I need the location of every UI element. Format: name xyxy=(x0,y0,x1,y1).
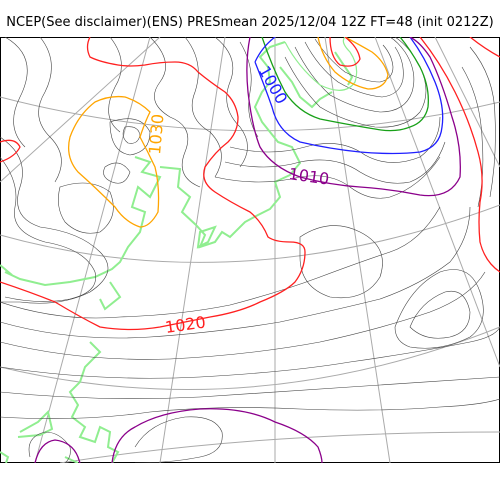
latitude-line xyxy=(0,326,500,390)
isobar-1020 xyxy=(0,37,306,331)
isobar-1020-east xyxy=(419,37,500,273)
longitude-line xyxy=(434,37,500,168)
latitude-line xyxy=(0,96,500,132)
isobar-1010-southwest xyxy=(34,439,81,463)
isobar-1030-north xyxy=(317,37,389,90)
longitude-line xyxy=(34,37,151,463)
isobar-1000 xyxy=(254,37,444,155)
isobar-1020-north xyxy=(329,37,361,67)
longitude-line xyxy=(159,37,226,463)
isobar-light-green xyxy=(284,37,358,91)
longitude-line xyxy=(324,37,391,463)
coastline xyxy=(0,41,354,463)
isobar-1020-northeast xyxy=(469,37,500,58)
isobar-lines xyxy=(0,37,500,463)
isobar-1030 xyxy=(67,95,160,228)
pressure-map: 1000 1010 1020 1030 xyxy=(0,37,500,463)
isobar-1020-west xyxy=(0,139,21,163)
latitude-line xyxy=(0,204,500,263)
isobar-1010 xyxy=(246,37,461,197)
contour-label-1030: 1030 xyxy=(145,113,167,155)
longitude-line xyxy=(0,37,161,183)
map-title: NCEP(See disclaimer)(ENS) PRESmean 2025/… xyxy=(6,15,494,30)
isobar-1010-south xyxy=(111,408,323,463)
graticule xyxy=(0,37,500,463)
isobar-green xyxy=(261,37,429,132)
